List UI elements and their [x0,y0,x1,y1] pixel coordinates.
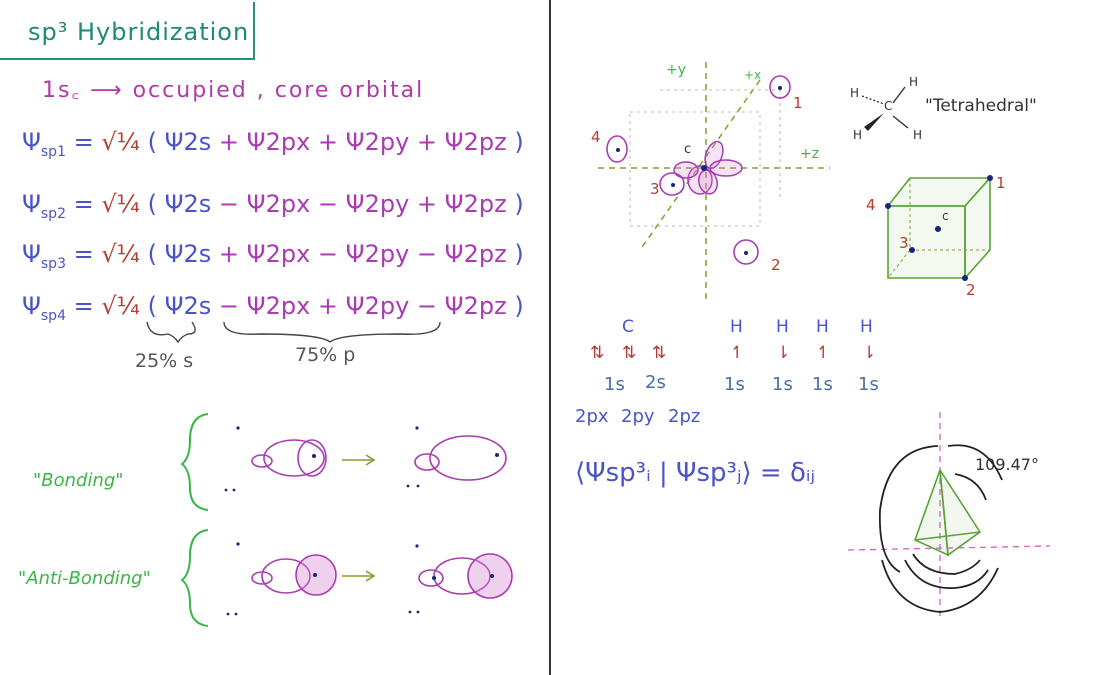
eq3-coef: √¼ [101,240,140,268]
eq4-term-2s: Ψ2s [164,292,212,320]
eq3-term-2pz: Ψ2pz [444,240,507,268]
eq3-term-2s: Ψ2s [164,240,212,268]
eq1-term-2py: Ψ2py [345,128,410,156]
antibonding-brace [180,529,209,627]
bonding-arrow [342,454,376,466]
title-box [0,2,255,60]
orthonormality-relation: ⟨Ψsp³ᵢ | Ψsp³ⱼ⟩ = δᵢⱼ [575,458,816,488]
eq3-lhs: Ψsp3 [22,240,66,272]
mo-h4-1s: 1s [858,374,879,395]
mo-h1-spin: ↿ [730,343,745,363]
bond-angle-label: 109.47° [975,455,1039,474]
eq1-term-2s: Ψ2s [164,128,212,156]
mo-c-1s: 1s [604,374,625,395]
mo-h4-label: H [860,317,873,337]
cube-label-1: 1 [996,174,1006,192]
axis-x-label: +x [744,68,762,82]
cube-label-2: 2 [966,281,976,299]
p-brace [223,321,441,343]
page-divider [549,0,551,675]
bonding-orbital-left [251,439,327,477]
eq1-term-2pz: Ψ2pz [444,128,507,156]
angle-axes [847,412,1051,620]
eq4-term-2px: Ψ2px [246,292,311,320]
eq2-lhs: Ψsp2 [22,190,66,222]
cube-center-label: c [942,209,949,223]
methane-h-wedge: H [853,128,863,142]
mo-h4-spin: ⇂ [862,343,877,363]
carbon-center-dot [701,165,707,171]
eq1-coef: √¼ [101,128,140,156]
axis-z-label: +z [800,146,820,162]
orbital-4-label: 4 [591,128,601,146]
mo-c-spin-3: ⇅ [652,343,667,363]
tetra-projection [913,469,982,557]
methane-h-top: H [909,75,919,89]
bonding-brace [180,413,209,511]
equation-2: Ψsp2 = √¼ ( Ψ2s − Ψ2px − Ψ2py + Ψ2pz ) [22,190,524,222]
mo-c-spin-2: ⇅ [622,343,637,363]
cube-label-4: 4 [866,196,876,214]
page-title: sp³ Hybridization [28,18,250,46]
orbital-2-label: 2 [771,256,781,274]
angle-arcs [878,444,1003,613]
mo-carbon-label: C [622,317,634,337]
mo-h2-label: H [776,317,789,337]
core-orbital-note: 1s꜀ ⟶ occupied , core orbital [42,78,425,103]
cube-vertices [885,175,993,281]
mo-h1-label: H [730,317,743,337]
bonding-orbital-right [414,435,507,481]
mo-c-2s: 2s [645,372,666,393]
p-percent-label: 75% p [295,344,356,366]
mo-h2-spin: ⇂ [776,343,791,363]
eq1-term-2px: Ψ2px [246,128,311,156]
numbered-orbitals [606,75,791,265]
bonding-label: "Bonding" [33,470,124,491]
antibonding-orbital-right [418,553,513,599]
s-brace [146,321,196,344]
tetrahedral-label: "Tetrahedral" [925,96,1037,116]
orbital-3-label: 3 [650,180,660,198]
eq2-term-2px: Ψ2px [246,190,311,218]
mo-c-spin-1: ⇅ [590,343,605,363]
mo-2pz: 2pz [668,406,701,427]
central-orbitals [673,140,743,195]
eq2-coef: √¼ [101,190,140,218]
methane-c: C [884,99,893,113]
mo-h2-1s: 1s [772,374,793,395]
antibonding-arrow [342,570,376,582]
equation-3: Ψsp3 = √¼ ( Ψ2s + Ψ2px − Ψ2py − Ψ2pz ) [22,240,524,272]
mo-h3-label: H [816,317,829,337]
eq2-term-2pz: Ψ2pz [444,190,507,218]
antibonding-label: "Anti-Bonding" [18,568,151,589]
mo-h3-spin: ↿ [816,343,831,363]
equation-4: Ψsp4 = √¼ ( Ψ2s − Ψ2px + Ψ2py − Ψ2pz ) [22,292,524,324]
axis-y-label: +y [666,62,687,78]
methane-h-bottom: H [913,128,923,142]
eq3-term-2px: Ψ2px [246,240,311,268]
mo-2px: 2px [575,406,609,427]
equation-1: Ψsp1 = √¼ ( Ψ2s + Ψ2px + Ψ2py + Ψ2pz ) [22,128,524,160]
antibonding-orbital-left [251,554,337,596]
eq4-term-2pz: Ψ2pz [444,292,507,320]
eq4-lhs: Ψsp4 [22,292,66,324]
mo-h1-1s: 1s [724,374,745,395]
s-percent-label: 25% s [135,350,194,372]
methane-wedge [864,113,884,131]
mo-h3-1s: 1s [812,374,833,395]
lone-dots [224,426,420,616]
mo-2py: 2py [621,406,655,427]
eq4-term-2py: Ψ2py [345,292,410,320]
eq4-coef: √¼ [101,292,140,320]
orbital-1-label: 1 [793,94,803,112]
eq2-term-2py: Ψ2py [345,190,410,218]
eq3-term-2py: Ψ2py [345,240,410,268]
eq2-term-2s: Ψ2s [164,190,212,218]
cube-label-3: 3 [899,234,909,252]
methane-bonds [861,86,909,129]
methane-h-left: H [850,86,860,100]
eq1-lhs: Ψsp1 [22,128,66,160]
carbon-center-label: c [684,142,692,157]
